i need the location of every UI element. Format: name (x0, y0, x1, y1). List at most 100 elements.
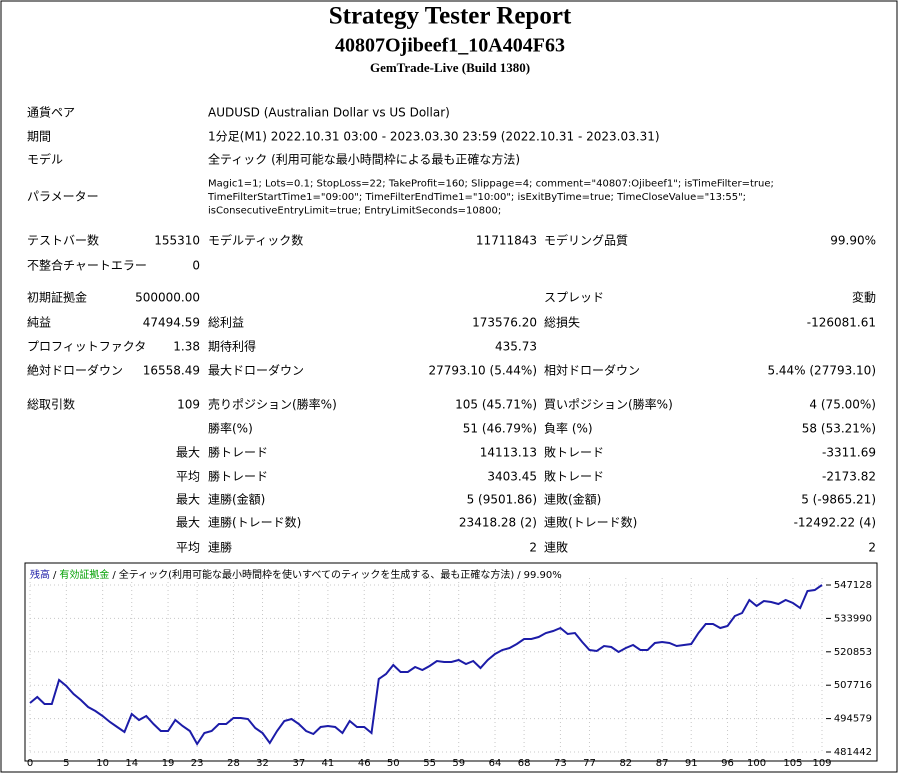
balance-line (29, 584, 823, 746)
stat-value: 平均 (176, 541, 200, 555)
x-tick-label: 100 (747, 758, 766, 769)
legend-entry: 有効証拠金 (59, 568, 109, 581)
stat-label: 最大ドローダウン (208, 363, 304, 378)
stat-label: スプレッド (544, 291, 604, 305)
stat-label: 相対ドローダウン (544, 363, 640, 378)
stat-label: 勝トレード (208, 469, 268, 484)
legend-separator: / (53, 570, 57, 581)
stat-value: 3403.45 (487, 470, 537, 484)
x-tick-label: 41 (322, 758, 335, 769)
stat-value: 変動 (852, 290, 876, 305)
info-label: パラメーター (27, 190, 99, 204)
stat-value: 最大 (176, 493, 200, 507)
stat-label: 連勝(トレード数) (208, 515, 301, 530)
x-tick-label: 14 (125, 758, 138, 769)
stat-label: 総取引数 (27, 397, 75, 412)
stat-value: 47494.59 (143, 316, 200, 330)
info-label: 期間 (27, 130, 51, 144)
x-tick-label: 109 (812, 758, 831, 769)
stat-label: 総利益 (208, 316, 244, 330)
info-value: TimeFilterStartTime1="09:00"; TimeFilter… (207, 192, 746, 203)
x-tick-label: 46 (358, 758, 371, 769)
stat-label: 買いポジション(勝率%) (544, 397, 673, 412)
stat-label: 純益 (27, 316, 51, 330)
chart: 481442 494579 507716 520853 533990 547128 0 5 10… (27, 568, 872, 769)
y-tick-label: 547128 (834, 580, 872, 591)
stat-label: 敗トレード (544, 445, 604, 460)
stat-label: 初期証拠金 (27, 290, 87, 305)
stat-label: 絶対ドローダウン (27, 363, 123, 378)
stat-value: 58 (53.21%) (802, 422, 876, 436)
stat-value: 5.44% (27793.10) (767, 364, 876, 378)
stat-value: -12492.22 (4) (794, 516, 876, 530)
stat-value: 4 (75.00%) (809, 398, 876, 412)
stat-value: 500000.00 (135, 291, 200, 305)
stat-value: 5 (9501.86) (467, 493, 537, 507)
x-tick-label: 68 (518, 758, 531, 769)
stat-label: モデリング品質 (544, 233, 628, 248)
stat-label: 連勝(金額) (208, 492, 265, 507)
info-value: 全ティック (利用可能な最小時間枠による最も正確な方法) (208, 152, 520, 167)
stat-label: 不整合チャートエラー (27, 258, 147, 273)
x-tick-label: 96 (721, 758, 734, 769)
stat-value: 99.90% (830, 234, 876, 248)
legend-separator: / (112, 570, 116, 581)
stat-label: 売りポジション(勝率%) (208, 397, 337, 412)
y-tick-label: 520853 (834, 647, 872, 658)
x-tick-label: 37 (292, 758, 305, 769)
x-tick-label: 32 (256, 758, 269, 769)
x-tick-label: 82 (619, 758, 632, 769)
x-tick-label: 28 (227, 758, 240, 769)
stat-label: 連敗(金額) (544, 492, 601, 507)
stat-value: 最大 (176, 446, 200, 460)
stat-value: -126081.61 (807, 316, 876, 330)
stat-value: 435.73 (495, 340, 537, 354)
stat-label: 負率 (%) (544, 421, 593, 436)
x-tick-label: 87 (656, 758, 669, 769)
stat-label: 総損失 (544, 315, 580, 330)
stat-value: 1.38 (173, 340, 200, 354)
legend-note: 全ティック(利用可能な最小時間枠を使いすべてのティックを生成する、最も正確な方法… (119, 568, 515, 581)
stat-label: プロフィットファクタ (27, 340, 146, 354)
stat-value: 0 (192, 259, 200, 273)
stat-label: 勝率(%) (208, 421, 253, 436)
stat-value: 11711843 (476, 234, 537, 248)
stat-value: 2 (868, 541, 876, 555)
x-tick-label: 73 (554, 758, 567, 769)
x-tick-label: 23 (191, 758, 204, 769)
x-tick-label: 55 (423, 758, 436, 769)
stat-value: 2 (529, 541, 537, 555)
stat-value: 51 (46.79%) (463, 422, 537, 436)
x-tick-label: 105 (783, 758, 802, 769)
stat-value: -3311.69 (822, 446, 876, 460)
legend-quality: 99.90% (524, 570, 562, 581)
stat-label: 連勝 (208, 540, 232, 555)
stat-value: 109 (177, 398, 200, 412)
legend: 残高 / 有効証拠金 / 全ティック(利用可能な最小時間枠を使いすべてのティックを生成す… (30, 568, 562, 581)
info-label: モデル (27, 152, 63, 167)
x-tick-label: 10 (96, 758, 109, 769)
info-value: 1分足(M1) 2022.10.31 03:00 - 2023.03.30 23… (208, 130, 660, 144)
stat-label: 敗トレード (544, 469, 604, 484)
stat-value: 105 (45.71%) (455, 398, 537, 412)
stat-label: 勝トレード (208, 445, 268, 460)
stat-label: モデルティック数 (208, 233, 303, 248)
stat-value: 最大 (176, 516, 200, 530)
report-build: GemTrade-Live (Build 1380) (370, 60, 530, 75)
stat-value: 27793.10 (5.44%) (428, 364, 537, 378)
stat-label: 連敗(トレード数) (544, 515, 637, 530)
legend-separator: / (517, 570, 521, 581)
info-value: isConsecutiveEntryLimit=true; EntryLimit… (208, 206, 501, 217)
x-tick-label: 64 (489, 758, 502, 769)
x-tick-label: 19 (162, 758, 175, 769)
stat-label: 期待利得 (208, 339, 256, 354)
stats-section: テストバー数 155310 モデルティック数 11711843 モデリング品質 99.90… (27, 233, 876, 555)
info-section: 通貨ペア AUDUSD (Australian Dollar vs US Doll… (27, 105, 774, 217)
info-value: Magic1=1; Lots=0.1; StopLoss=22; TakePro… (208, 179, 774, 190)
report-subtitle: 40807Ojibeef1_10A404F63 (335, 35, 565, 57)
stat-label: テストバー数 (27, 233, 99, 248)
stat-value: -2173.82 (822, 470, 876, 484)
stat-value: 155310 (154, 234, 200, 248)
x-tick-label: 5 (63, 758, 69, 769)
